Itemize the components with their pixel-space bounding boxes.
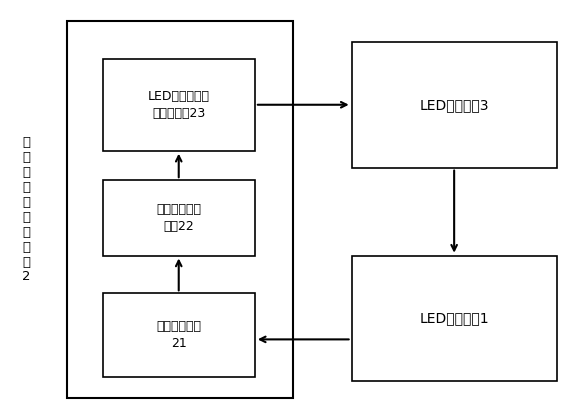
Bar: [352, 42, 557, 168]
Bar: [103, 293, 255, 377]
Text: LED驱动模块3: LED驱动模块3: [420, 98, 489, 112]
Text: 放电时间计算
模块22: 放电时间计算 模块22: [156, 203, 201, 233]
Text: LED灯条亮度等
级计算模块23: LED灯条亮度等 级计算模块23: [148, 90, 210, 120]
Text: LED灯条模块1: LED灯条模块1: [420, 311, 489, 326]
Text: 信号捕获模块
21: 信号捕获模块 21: [156, 320, 201, 350]
Bar: [103, 180, 255, 256]
Text: 环
境
亮
度
自
检
测
模
块
2: 环 境 亮 度 自 检 测 模 块 2: [22, 135, 30, 284]
Bar: [103, 59, 255, 151]
Bar: [352, 256, 557, 381]
Bar: [67, 21, 293, 398]
